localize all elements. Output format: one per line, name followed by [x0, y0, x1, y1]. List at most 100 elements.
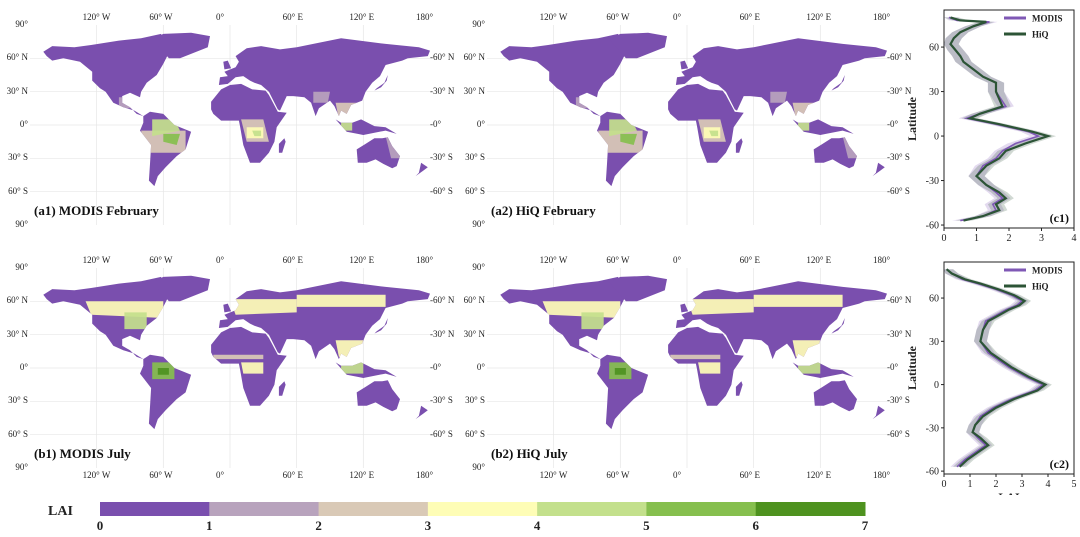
lon-tick-top: 0°	[216, 12, 225, 22]
y-tick-label: 60	[929, 294, 939, 305]
landmass-greenland	[609, 275, 667, 302]
lon-tick-top: 0°	[673, 12, 682, 22]
lat-tick-right: -30° S	[430, 152, 453, 163]
lon-tick-top: 60° W	[606, 12, 630, 22]
colorbar-segment	[100, 502, 210, 516]
lat-tick-right: -60° N	[430, 295, 455, 306]
lon-tick-top: 120° E	[349, 255, 375, 265]
lon-tick-top: 120° E	[349, 12, 375, 22]
colorbar-tick-label: 2	[315, 518, 322, 533]
map-label-b1: (b1) MODIS July	[34, 446, 131, 461]
lon-tick-top: 180°	[873, 255, 891, 265]
lai-zone	[770, 91, 787, 103]
lat-tick-right: -60° S	[887, 428, 910, 439]
lat-tick-left: 90°	[472, 462, 485, 472]
lat-tick-right: -60° N	[430, 52, 455, 63]
x-tick-label: 0	[942, 233, 947, 244]
lon-tick-top: 60° W	[606, 255, 630, 265]
landmass-nz	[415, 162, 428, 177]
lon-tick-top: 60° W	[149, 12, 173, 22]
lon-tick-top: 120° W	[539, 255, 568, 265]
lon-tick-top: 120° W	[82, 12, 111, 22]
lat-tick-left: 90°	[15, 219, 28, 229]
lat-tick-left: 0°	[476, 119, 485, 129]
lat-tick-left: 60° N	[463, 295, 485, 306]
y-tick-label: 0	[934, 380, 939, 391]
colorbar-tick-label: 6	[752, 518, 759, 533]
plot-frame	[943, 261, 1075, 475]
landmass-eurasia	[218, 38, 430, 117]
x-tick-label: 3	[1020, 479, 1025, 490]
lat-tick-right: -0°	[887, 119, 899, 129]
lai-zone	[792, 102, 821, 120]
lai-zone	[241, 362, 264, 374]
lat-tick-left: 60° S	[465, 185, 485, 196]
landmass-australia	[813, 380, 857, 412]
y-tick-label: 60	[929, 43, 939, 54]
lat-tick-left: 60° N	[463, 52, 485, 63]
landmass-uk	[680, 303, 689, 313]
lon-tick-bottom: 0°	[673, 470, 682, 480]
colorbar-tick-label: 3	[425, 518, 432, 533]
lat-tick-left: 90°	[15, 19, 28, 29]
lon-tick-top: 120° E	[806, 12, 832, 22]
x-tick-label: 5	[1072, 479, 1077, 490]
landmass-madagascar	[278, 381, 286, 396]
lat-tick-left: 0°	[476, 362, 485, 372]
y-tick-label: -60	[926, 467, 939, 478]
lat-tick-left: 0°	[19, 119, 28, 129]
lon-tick-top: 0°	[216, 255, 225, 265]
y-tick-label: 0	[934, 132, 939, 143]
lai-zone	[118, 97, 142, 109]
lon-tick-bottom: 0°	[216, 470, 225, 480]
lon-tick-top: 60° W	[149, 255, 173, 265]
lai-zone	[575, 97, 599, 109]
lat-tick-right: -30° N	[887, 85, 912, 96]
colorbar-segment	[537, 502, 647, 516]
lon-tick-bottom: 120° E	[349, 470, 375, 480]
legend-label: HiQ	[1032, 282, 1049, 292]
lat-tick-right: -0°	[887, 362, 899, 372]
colorbar-segment	[318, 502, 429, 516]
lon-tick-top: 0°	[673, 255, 682, 265]
lat-tick-right: -60° S	[887, 185, 910, 196]
lon-tick-top: 60° E	[739, 12, 761, 22]
lai-zone	[341, 362, 364, 374]
lat-tick-right: -30° N	[887, 328, 912, 339]
lat-tick-left: 60° N	[6, 295, 28, 306]
landmass-nz	[415, 405, 428, 420]
colorbar-tick-label: 0	[97, 518, 104, 533]
map-b1	[30, 268, 430, 468]
lai-zones	[542, 294, 843, 380]
landmass-eurasia	[675, 38, 887, 117]
lat-tick-left: 60° N	[6, 52, 28, 63]
colorbar-tick-label: 7	[862, 518, 869, 533]
lat-tick-left: 90°	[472, 19, 485, 29]
lon-tick-bottom: 60° W	[606, 470, 630, 480]
lat-tick-left: 30° S	[465, 395, 485, 406]
series-band	[944, 269, 1052, 467]
lai-colorbar: LAI 0 1 2 3 4 5 6 7	[48, 502, 869, 533]
landmass-northAmerica	[43, 276, 169, 360]
landmass-nz	[872, 162, 885, 177]
lai-zone	[581, 312, 604, 330]
map-label-a2: (a2) HiQ February	[491, 203, 596, 218]
colorbar-label: LAI	[48, 504, 73, 519]
lon-tick-bottom: 60° W	[149, 470, 173, 480]
series-band	[944, 17, 1057, 221]
x-tick-label: 2	[994, 479, 999, 490]
colorbar-segment	[427, 502, 538, 516]
legend-label: MODIS	[1032, 266, 1063, 276]
lai-zone	[335, 102, 364, 120]
lai-zone	[124, 312, 147, 330]
lat-tick-left: 90°	[15, 462, 28, 472]
latitude-chart-1: 0 1 2 3 4 -60 -30 0 30 60 Latitude (c1) MODIS HiQ	[905, 9, 1077, 244]
lai-zone	[620, 133, 637, 145]
lai-zone	[335, 340, 364, 357]
x-tick-label: 1	[974, 233, 979, 244]
lat-tick-left: 30° S	[8, 152, 28, 163]
map-a2	[487, 25, 887, 225]
colorbar-segment	[209, 502, 320, 516]
lon-tick-bottom: 120° E	[806, 470, 832, 480]
